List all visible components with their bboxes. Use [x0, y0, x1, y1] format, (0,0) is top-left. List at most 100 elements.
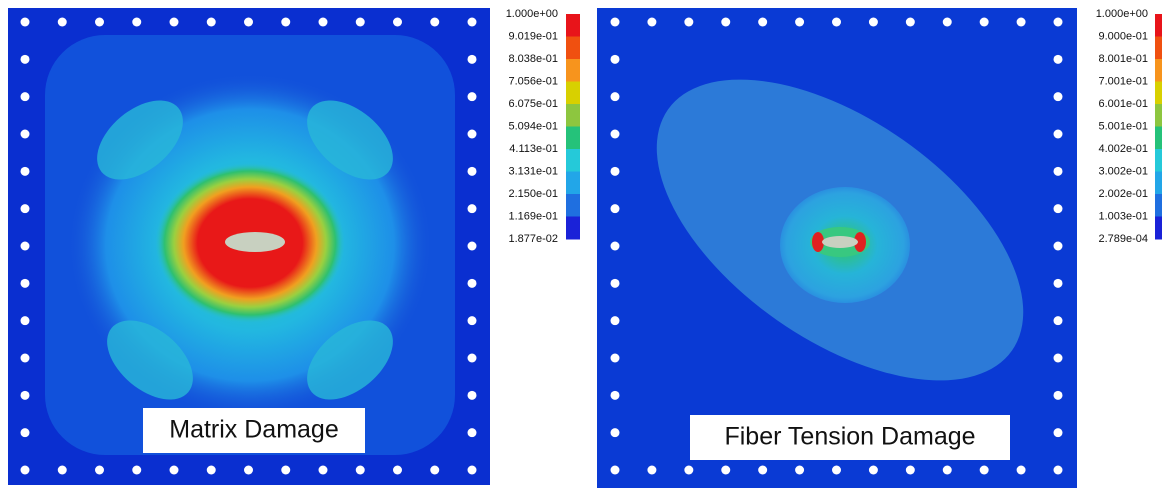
hole — [21, 354, 30, 363]
colorbar-segment — [566, 104, 580, 127]
panel-label: Fiber Tension Damage — [724, 423, 975, 451]
colorbar-segment — [1155, 149, 1162, 172]
hole — [468, 167, 477, 176]
hole — [1054, 92, 1063, 101]
hole — [611, 391, 620, 400]
hole — [943, 466, 952, 475]
legend-label: 1.877e-02 — [508, 233, 558, 245]
hole — [869, 466, 878, 475]
colorbar-segment — [1155, 194, 1162, 217]
colorbar-segment — [566, 172, 580, 195]
legend-label: 1.000e+00 — [506, 8, 558, 20]
hole — [281, 466, 290, 475]
hole — [795, 466, 804, 475]
legend-label: 7.001e-01 — [1098, 75, 1148, 87]
colorbar-segment — [566, 127, 580, 150]
legend-label: 8.001e-01 — [1098, 53, 1148, 65]
legend-label: 1.003e-01 — [1098, 210, 1148, 222]
hole — [170, 18, 179, 27]
legend-label: 2.002e-01 — [1098, 188, 1148, 200]
hole — [21, 130, 30, 139]
hole — [468, 55, 477, 64]
legend-label: 6.075e-01 — [508, 98, 558, 110]
hole — [943, 18, 952, 27]
hole — [468, 130, 477, 139]
hole — [393, 466, 402, 475]
legend-label: 5.001e-01 — [1098, 120, 1148, 132]
hole — [319, 18, 328, 27]
panel-label: Matrix Damage — [169, 416, 339, 444]
hole — [356, 18, 365, 27]
hole — [1054, 428, 1063, 437]
legend-label: 9.019e-01 — [508, 30, 558, 42]
hole — [611, 167, 620, 176]
hole — [1054, 466, 1063, 475]
hole — [758, 18, 767, 27]
colorbar-segment — [566, 149, 580, 172]
colorbar-segment — [1155, 217, 1162, 240]
hole — [684, 466, 693, 475]
hole — [468, 92, 477, 101]
legend-label: 2.150e-01 — [508, 188, 558, 200]
legend-label: 4.002e-01 — [1098, 143, 1148, 155]
figure: 1.000e+00 9.019e-01 8.038e-01 7.056e-01 6.07… — [0, 0, 1162, 488]
hole — [1054, 391, 1063, 400]
hole — [95, 18, 104, 27]
hole — [684, 18, 693, 27]
hole — [21, 316, 30, 325]
hole — [58, 18, 67, 27]
hole — [468, 18, 477, 27]
hole — [611, 466, 620, 475]
colorbar-segment — [1155, 59, 1162, 82]
colorbar-segment — [566, 82, 580, 105]
colorbar-segment — [1155, 127, 1162, 150]
hole — [21, 391, 30, 400]
hole — [980, 466, 989, 475]
hole — [980, 18, 989, 27]
legend-label: 8.038e-01 — [508, 53, 558, 65]
hole — [468, 391, 477, 400]
legend-label: 1.169e-01 — [508, 210, 558, 222]
hole — [1054, 279, 1063, 288]
colorbar-segment — [1155, 14, 1162, 37]
hole — [611, 55, 620, 64]
hole — [1054, 130, 1063, 139]
hole — [721, 466, 730, 475]
hole — [906, 466, 915, 475]
hole — [21, 279, 30, 288]
hole — [1054, 242, 1063, 251]
hole — [832, 466, 841, 475]
legend-label: 4.113e-01 — [509, 143, 558, 155]
hole — [611, 130, 620, 139]
hole — [647, 18, 656, 27]
hole — [795, 18, 804, 27]
legend-label: 3.002e-01 — [1098, 165, 1148, 177]
hole — [611, 242, 620, 251]
hole — [430, 466, 439, 475]
hole — [1054, 204, 1063, 213]
hole — [1054, 55, 1063, 64]
hole — [832, 18, 841, 27]
hole — [356, 466, 365, 475]
hole — [21, 242, 30, 251]
hole — [906, 18, 915, 27]
hole — [611, 204, 620, 213]
colorbar-segment — [566, 14, 580, 37]
hole — [1054, 18, 1063, 27]
hole — [611, 354, 620, 363]
legend-label: 7.056e-01 — [508, 75, 558, 87]
colorbar-segment — [566, 59, 580, 82]
hole — [721, 18, 730, 27]
hole — [244, 18, 253, 27]
colorbar-segment — [1155, 82, 1162, 105]
colorbar-segment — [1155, 172, 1162, 195]
hole — [468, 466, 477, 475]
hole — [1054, 167, 1063, 176]
hole — [21, 55, 30, 64]
colorbar-segment — [566, 194, 580, 217]
hole — [1017, 466, 1026, 475]
hole — [132, 466, 141, 475]
hole — [244, 466, 253, 475]
hole — [170, 466, 179, 475]
hole — [207, 18, 216, 27]
